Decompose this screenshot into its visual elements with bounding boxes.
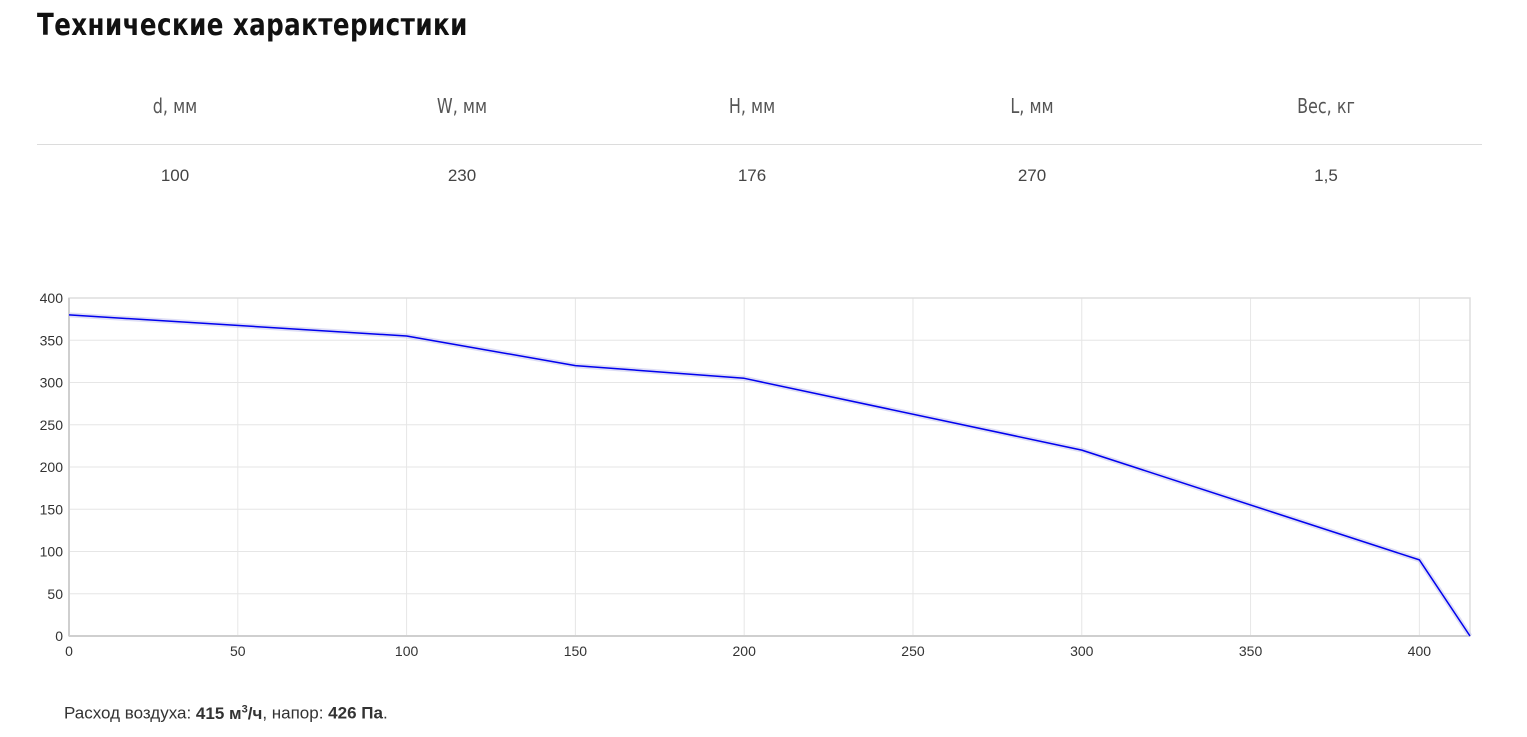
x-tick-label: 150 — [564, 643, 588, 659]
y-tick-label: 0 — [55, 628, 63, 644]
y-tick-label: 100 — [40, 544, 64, 560]
specs-value-l: 270 — [1017, 166, 1047, 185]
specs-header-row: d, мм W, мм H, мм L, мм Вес, кг — [37, 70, 1482, 145]
specs-header-weight: Вес, кг — [1297, 94, 1355, 118]
x-tick-label: 300 — [1070, 643, 1094, 659]
specs-value-weight: 1,5 — [1314, 166, 1338, 185]
x-tick-label: 50 — [230, 643, 246, 659]
x-tick-label: 100 — [395, 643, 419, 659]
y-tick-label: 300 — [40, 375, 64, 391]
y-tick-label: 150 — [40, 501, 64, 517]
specs-header-h: H, мм — [728, 94, 776, 118]
specs-value-h: 176 — [737, 166, 767, 185]
footnote-middle: , напор: — [262, 703, 329, 723]
footnote-flow-sup: 3 — [241, 703, 248, 715]
footnote-flow-value: 415 м — [195, 703, 242, 723]
y-tick-label: 200 — [40, 459, 64, 475]
footnote-prefix: Расход воздуха: — [64, 703, 196, 723]
x-tick-label: 350 — [1239, 643, 1263, 659]
series-line — [68, 314, 1471, 637]
fan-performance-chart: 0 50 100 150 200 250 300 350 400 0 50 100 150 200 250 3… — [0, 280, 1527, 670]
specs-header-d: d, мм — [152, 94, 198, 118]
specs-table: d, мм W, мм H, мм L, мм Вес, кг 100 230 … — [37, 70, 1482, 209]
y-tick-label: 400 — [40, 290, 64, 306]
x-tick-label: 0 — [65, 643, 73, 659]
x-tick-label: 200 — [733, 643, 757, 659]
footnote-suffix: . — [382, 703, 388, 723]
specs-header-w: W, мм — [436, 94, 488, 118]
performance-footnote: Расход воздуха: 415 м3/ч, напор: 426 Па. — [64, 703, 388, 724]
footnote-flow: 415 м3/ч — [195, 703, 263, 723]
specs-value-row: 100 230 176 270 1,5 — [37, 145, 1482, 209]
specs-value-d: 100 — [160, 166, 190, 185]
y-tick-label: 250 — [40, 417, 64, 433]
page-title: Технические характеристики — [37, 8, 468, 43]
footnote-pressure: 426 Па — [328, 703, 383, 723]
specs-header-l: L, мм — [1010, 94, 1054, 118]
y-tick-label: 50 — [47, 586, 63, 602]
specs-value-w: 230 — [447, 166, 477, 185]
x-tick-label: 400 — [1408, 643, 1432, 659]
x-tick-label: 250 — [901, 643, 925, 659]
footnote-flow-unit: /ч — [247, 703, 263, 723]
y-tick-label: 350 — [40, 332, 64, 348]
chart-svg: 0 50 100 150 200 250 300 350 400 0 50 100 150 200 250 3… — [40, 290, 1473, 659]
